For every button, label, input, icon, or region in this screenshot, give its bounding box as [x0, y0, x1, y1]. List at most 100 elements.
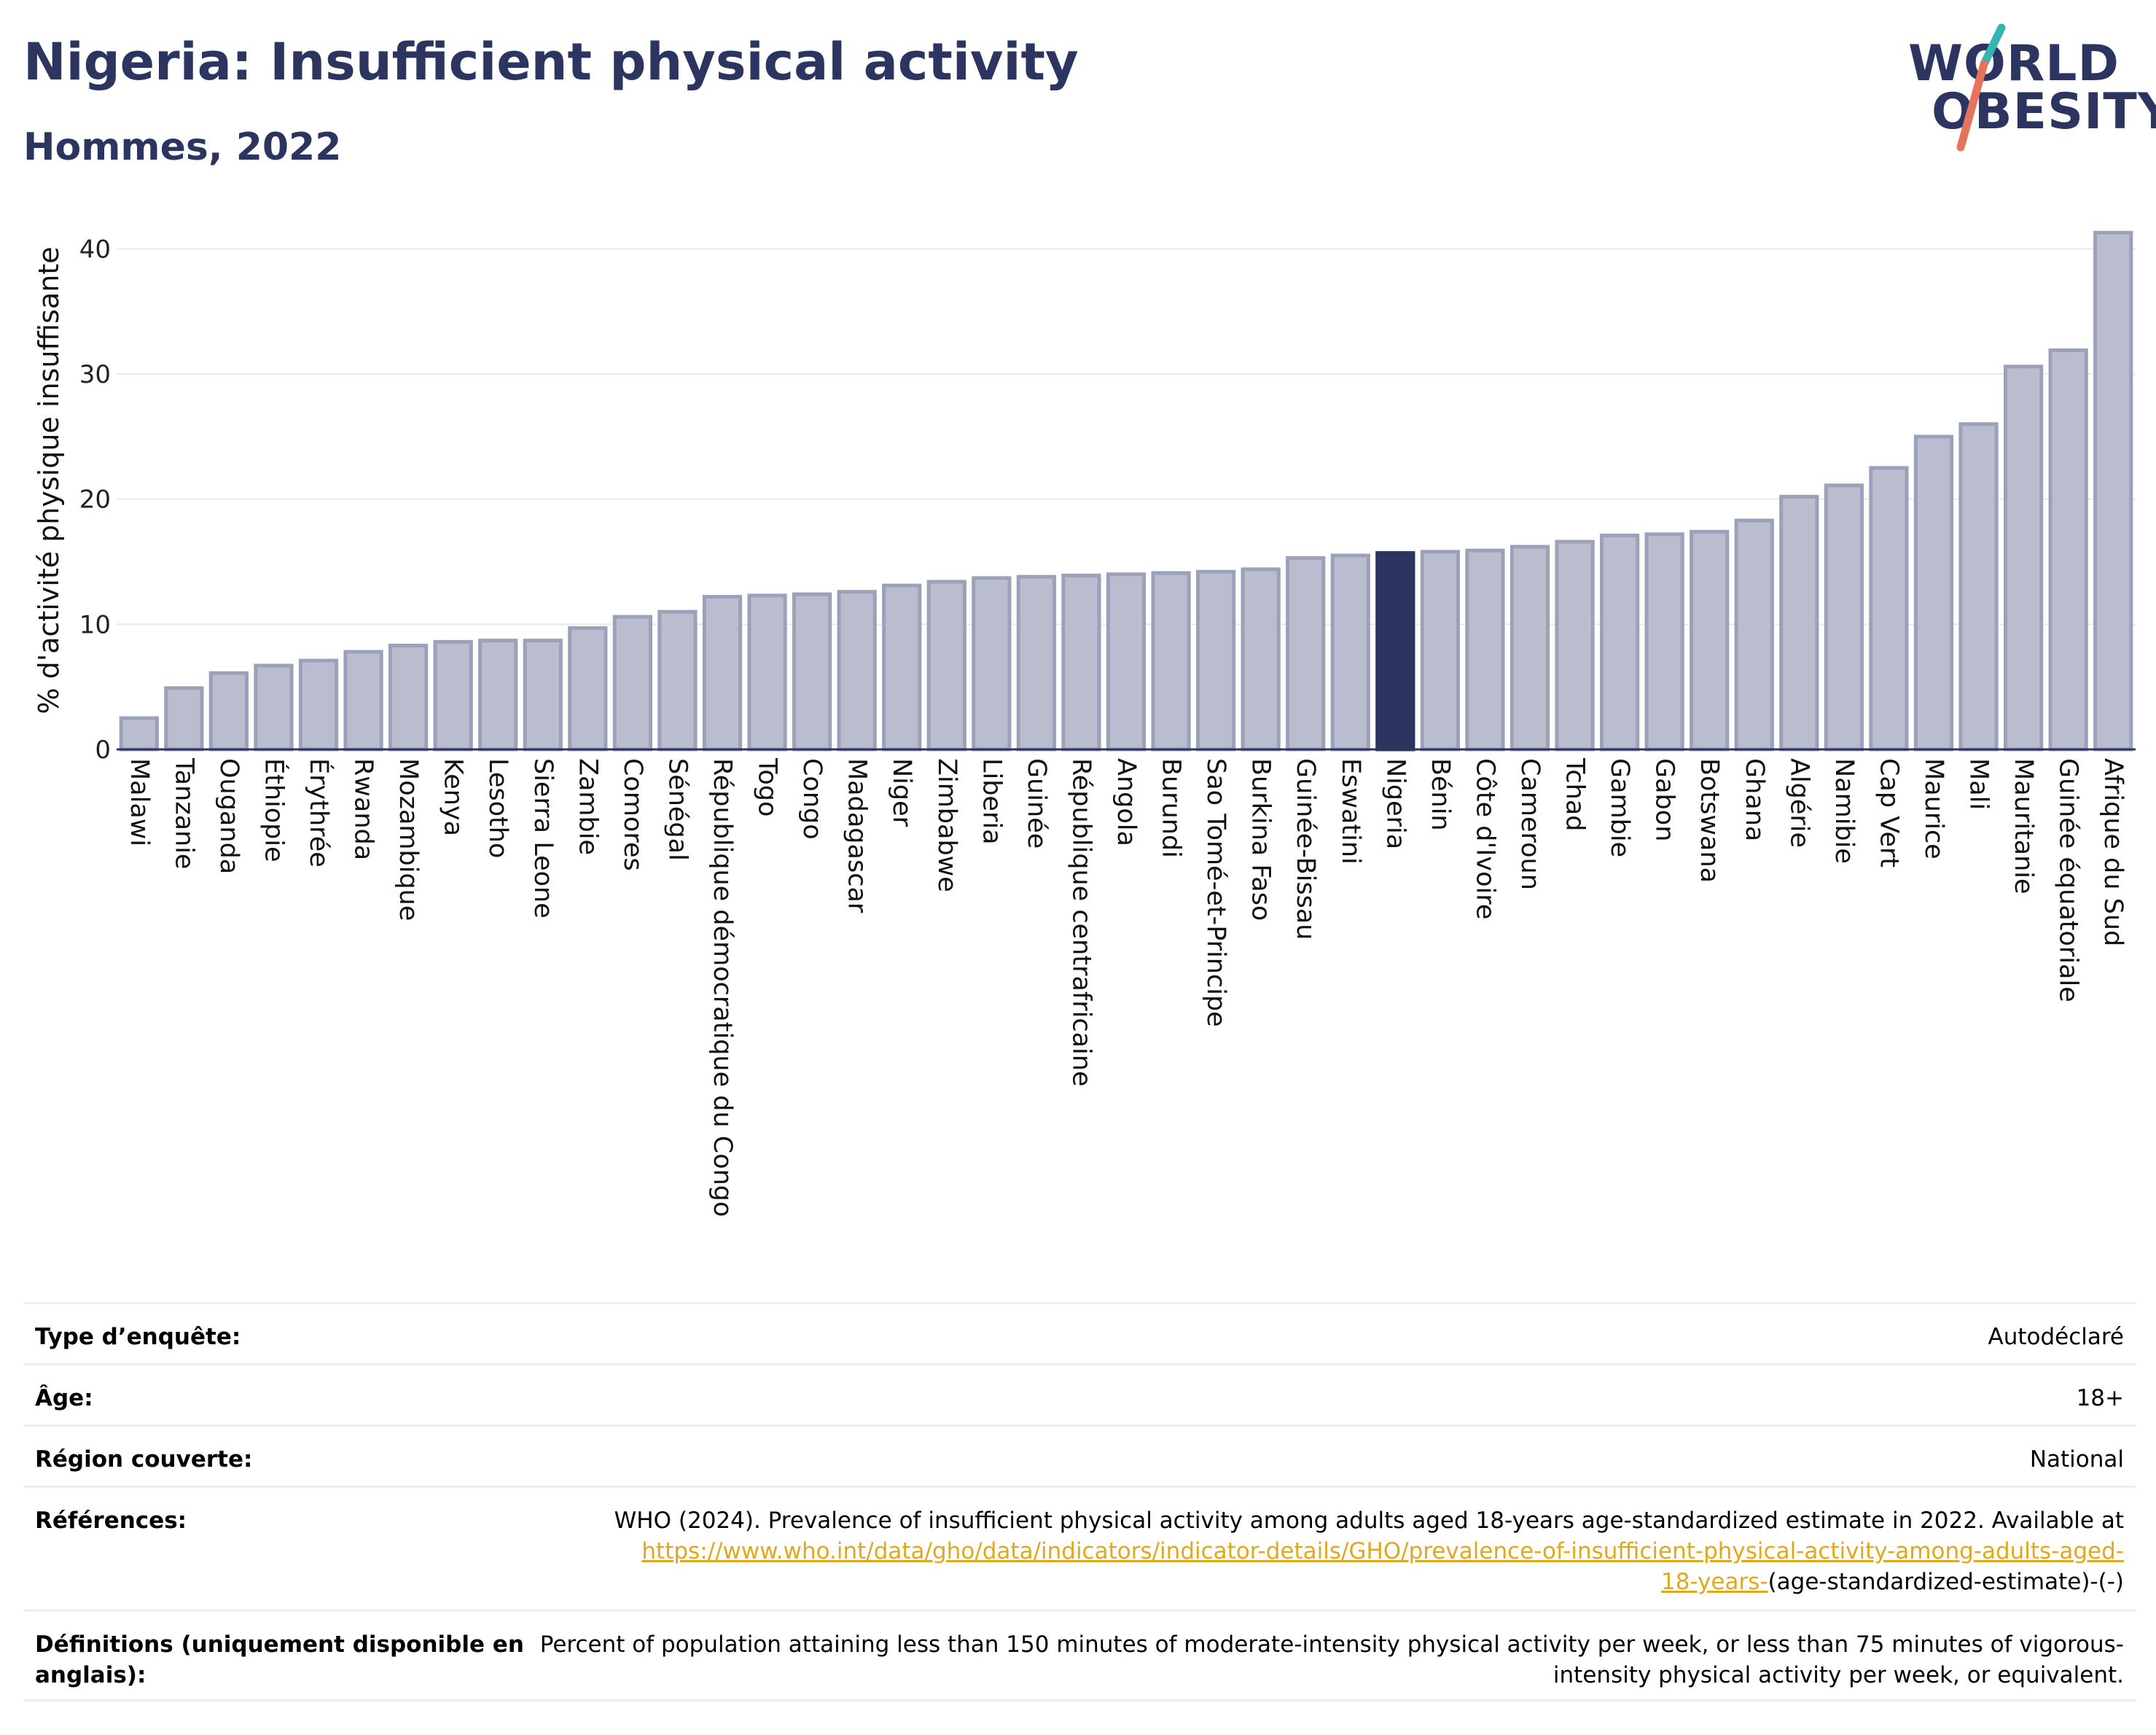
x-tick-label: Sao Tomé-et-Principe: [1201, 758, 1230, 1027]
definitions-value: Percent of population attaining less tha…: [539, 1631, 2124, 1688]
bar-tchad: [1555, 539, 1595, 752]
x-tick-label: Mauritanie: [2009, 758, 2038, 894]
x-tick-label: Togo: [753, 757, 782, 816]
x-tick-label: Zimbabwe: [932, 758, 961, 892]
references-link[interactable]: https://www.who.int/data/gho/data/indica…: [641, 1538, 2124, 1564]
x-tick-label: Gabon: [1650, 758, 1679, 841]
bar-mauritanie: [2003, 364, 2044, 752]
metadata-value: National: [2029, 1446, 2124, 1473]
y-tick-label: 40: [79, 235, 111, 264]
metadata-value: 18+: [2076, 1385, 2124, 1411]
bar-rwanda: [343, 650, 383, 752]
bar-chart: 0 10 20 30 40 Malawi Tanzanie Ouganda Éthiopie É…: [33, 230, 2136, 1217]
y-tick-label: 10: [79, 610, 111, 639]
bar-gabon: [1644, 532, 1684, 752]
bar-congo: [792, 592, 832, 752]
x-tick-label: Guinée-Bissau: [1291, 758, 1320, 940]
x-tick-label: Cap Vert: [1874, 758, 1903, 868]
x-tick-label: Guinée équatoriale: [2054, 758, 2083, 1002]
bar-sierra-leone: [523, 639, 563, 752]
x-tick-label: Malawi: [125, 758, 154, 846]
x-tick-label: Algérie: [1784, 758, 1813, 848]
bar-b-nin: [1420, 550, 1461, 752]
x-tick-label: Tchad: [1561, 757, 1590, 832]
x-tick-label: Cameroun: [1515, 758, 1544, 890]
references-suffix: (age-standardized-estimate)-(-): [1768, 1569, 2124, 1595]
x-tick-label: Liberia: [977, 758, 1006, 845]
metadata-label: Définitions (uniquement disponible en an…: [35, 1631, 524, 1688]
x-tick-label: Burundi: [1157, 758, 1186, 858]
x-tick-label: Afrique du Sud: [2098, 758, 2128, 946]
bar-r-publique-centrafricaine: [1061, 573, 1101, 752]
x-tick-label: Madagascar: [843, 758, 872, 913]
bar-r-publique-d-mocratique-du-congo: [702, 595, 743, 752]
bar-burkina-faso: [1241, 567, 1281, 752]
logo-slash-teal: [1980, 23, 2006, 69]
bar-comores: [612, 615, 653, 752]
metadata-row-definitions: Définitions (uniquement disponible en an…: [23, 1610, 2136, 1701]
metadata-label: Région couverte:: [35, 1446, 253, 1473]
x-tick-label: Tanzanie: [169, 757, 198, 869]
metadata-row-references: Références: WHO (2024). Prevalence of in…: [23, 1486, 2136, 1610]
x-tick-label: Bénin: [1426, 758, 1455, 831]
bar-namibie: [1824, 483, 1864, 752]
bar-maurice: [1913, 434, 1954, 752]
metadata-label: Type d’enquête:: [35, 1324, 241, 1350]
y-tick-label: 30: [79, 360, 111, 389]
x-tick-label: Rwanda: [349, 758, 378, 860]
bar-cameroun: [1509, 545, 1550, 752]
y-axis-label: % d'activité physique insuffisante: [33, 246, 65, 714]
x-tick-label: Mali: [1964, 758, 1993, 810]
bar-nigeria: [1375, 551, 1415, 752]
x-tick-label: Guinée: [1022, 758, 1051, 849]
x-tick-label: Burkina Faso: [1246, 758, 1276, 921]
x-tick-label: Mozambique: [394, 758, 423, 921]
y-tick-label: 0: [95, 736, 111, 765]
bar-c-te-d-ivoire: [1465, 548, 1505, 752]
x-tick-label: Ouganda: [214, 758, 243, 874]
bar-guin-e-quatoriale: [2048, 348, 2088, 752]
page-subtitle: Hommes, 2022: [23, 125, 342, 169]
logo-text-world: WORLD: [1908, 35, 2120, 93]
metadata-row-survey-type: Type d’enquête: Autodéclaré: [23, 1302, 2136, 1363]
metadata-value: Autodéclaré: [1988, 1324, 2124, 1350]
x-tick-label: Éthiopie: [259, 758, 289, 862]
y-ticks: 0 10 20 30 40: [79, 235, 111, 765]
bar-cap-vert: [1869, 466, 1909, 752]
x-tick-label: Kenya: [439, 758, 468, 836]
bar-kenya: [433, 639, 473, 752]
references-link-continued[interactable]: 18-years-: [1660, 1569, 1768, 1595]
x-tick-label: Sénégal: [663, 758, 692, 861]
bar-togo: [747, 593, 787, 752]
bar-botswana: [1690, 529, 1730, 752]
bar-zambie: [568, 626, 608, 752]
x-tick-label: Eswatini: [1336, 758, 1365, 865]
logo-slash-coral: [1956, 60, 1988, 152]
metadata-row-age: Âge: 18+: [23, 1363, 2136, 1424]
bar-madagascar: [837, 590, 877, 752]
bar-liberia: [972, 576, 1012, 752]
x-tick-label: Érythrée: [304, 758, 335, 868]
bar-lesotho: [478, 639, 518, 752]
x-tick-label: Nigeria: [1380, 758, 1410, 849]
x-tick-label: République démocratique du Congo: [708, 758, 737, 1217]
bar-tanzanie: [164, 686, 204, 752]
x-tick-label: Botswana: [1695, 758, 1724, 883]
metadata-row-region: Région couverte: National: [23, 1424, 2136, 1486]
bar-alg-rie: [1779, 494, 1819, 752]
bar-gambie: [1599, 534, 1640, 752]
bar-s-n-gal: [657, 609, 698, 752]
x-tick-label: République centrafricaine: [1066, 758, 1095, 1087]
bar-zimbabwe: [926, 580, 966, 752]
bar-burundi: [1151, 571, 1191, 752]
references-value: WHO (2024). Prevalence of insufficient p…: [538, 1505, 2124, 1597]
bar--rythr-e: [298, 658, 339, 752]
metadata-label: Âge:: [35, 1385, 93, 1411]
page-title: Nigeria: Insufficient physical activity: [23, 32, 1079, 92]
bar-ouganda: [208, 671, 249, 752]
references-text: WHO (2024). Prevalence of insufficient p…: [614, 1508, 2124, 1534]
bar-malawi: [119, 716, 159, 752]
bars: [117, 230, 2136, 752]
x-tick-label: Maurice: [1919, 758, 1948, 859]
bar-mozambique: [388, 644, 429, 752]
